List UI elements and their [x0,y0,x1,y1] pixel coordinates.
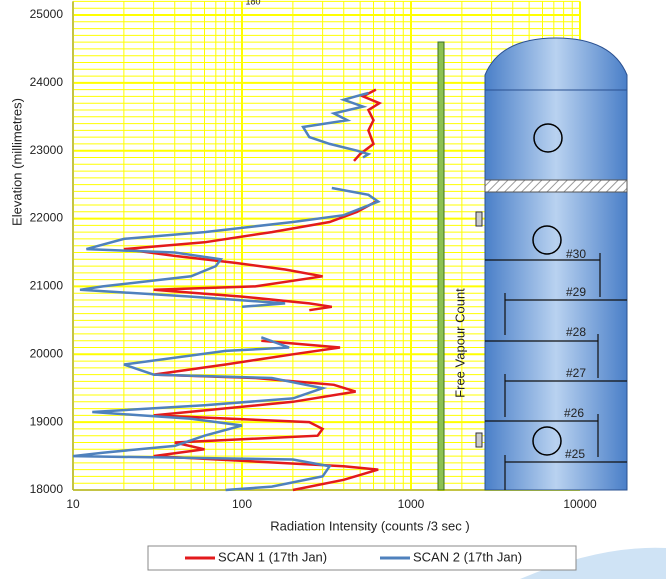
manway [532,225,562,255]
y-tick-label: 25000 [30,7,64,21]
nozzle [475,432,483,448]
y-tick-label: 24000 [30,75,64,89]
tray-label: #27 [566,366,586,380]
series-line [72,91,381,492]
tray-label: #28 [566,325,586,339]
y-tick-label: 21000 [30,279,64,293]
legend-box [147,545,577,571]
legend-label: SCAN 2 (17th Jan) [413,549,522,564]
manway [532,426,562,456]
y-tick-label: 23000 [30,143,64,157]
series-lines [72,88,383,492]
decoration [520,547,666,579]
tray-label: #25 [565,447,585,461]
tray-label: #26 [564,406,584,420]
vessel-body [484,89,628,491]
nozzle [475,211,483,227]
x-tick-label: 1000 [398,497,425,511]
annotation: Free Vapour Count [452,288,467,398]
x-tick-label: 10000 [563,497,597,511]
y-tick-label: 18000 [30,482,64,496]
tray-label: #30 [566,247,586,261]
x-tick-label: 100 [232,497,252,511]
top-label: 180 [245,0,260,6]
vapour-bar [437,41,445,491]
manway [533,123,563,153]
y-tick-label: 22000 [30,211,64,225]
vessel-dome [484,37,628,91]
tray-label: #29 [566,285,586,299]
y-tick-label: 20000 [30,346,64,360]
legend-label: SCAN 1 (17th Jan) [218,549,327,564]
series-line [123,88,383,492]
x-axis-label: Radiation Intensity (counts /3 sec ) [270,518,469,533]
y-tick-label: 19000 [30,414,64,428]
packing-support [484,179,628,193]
tray-labels: #30 #29 #28 #27 #26 #25 [564,247,586,461]
x-tick-label: 10 [66,497,80,511]
trays [485,253,627,490]
vessel [475,37,628,491]
y-axis-label: Elevation (millimetres) [9,98,24,226]
legend: SCAN 1 (17th Jan) SCAN 2 (17th Jan) [185,549,522,564]
